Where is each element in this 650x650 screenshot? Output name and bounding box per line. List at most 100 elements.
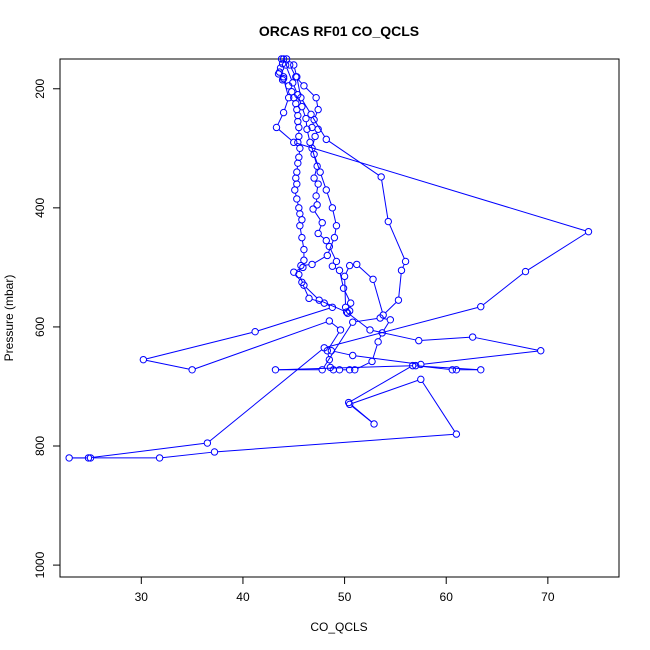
series-1-point-21 [332, 257, 341, 266]
series-0-point-30 [300, 256, 308, 264]
series-0-point-71 [84, 454, 93, 462]
series-2-segment-3 [298, 97, 302, 104]
series-0-point-72 [203, 439, 212, 447]
series-1-segment-39 [312, 116, 326, 137]
series-0-point-66 [452, 430, 461, 438]
series-1-point-13 [314, 180, 322, 188]
series-2-segment-11 [332, 210, 337, 223]
series-0-point-34 [305, 294, 313, 303]
series-2-point-12 [332, 222, 341, 230]
series-2-point-2 [289, 79, 297, 87]
x-tick-label-1: 40 [236, 590, 250, 604]
series-0-point-18 [294, 159, 302, 167]
series-1-point-29 [340, 272, 349, 281]
series-0-point-50 [374, 338, 382, 346]
series-0-point-39 [188, 366, 196, 374]
series-0-segment-64 [352, 379, 418, 404]
series-0-segment-66 [217, 433, 454, 453]
series-0-segment-27 [299, 228, 302, 235]
series-1-segment-33 [385, 302, 397, 314]
series-0-segment-73 [327, 307, 478, 348]
series-1-point-37 [384, 217, 392, 226]
x-tick-label-3: 60 [440, 590, 454, 604]
series-0-segment-52 [383, 318, 388, 320]
series-0-point-64 [345, 400, 354, 409]
x-axis: 30 40 50 60 70 [135, 577, 555, 604]
series-0-point-77 [290, 138, 298, 147]
series-0-point-3 [275, 68, 284, 76]
series-2-point-15 [308, 260, 316, 269]
series-1-segment-36 [389, 224, 405, 259]
series-1-segment-42 [294, 67, 297, 74]
series-0-segment-36 [258, 307, 330, 332]
series-2-segment-21 [373, 330, 416, 341]
series-1-point-4 [312, 94, 320, 102]
series-1-point-34 [394, 296, 403, 304]
series-1-segment-40 [302, 100, 310, 112]
series-0-point-27 [296, 222, 304, 230]
series-2-point-13 [330, 233, 339, 242]
series-2-segment-9 [320, 174, 326, 188]
y-tick-label-1: 400 [33, 198, 47, 218]
series-0 [65, 55, 593, 462]
series-2-segment-22 [421, 336, 470, 341]
series-1-point-32 [369, 275, 377, 283]
series-1-point-1 [285, 61, 294, 69]
series-1-point-30 [345, 261, 354, 270]
series-0-point-41 [336, 326, 345, 334]
x-axis-label: CO_QCLS [310, 620, 367, 634]
series-0-segment-74 [482, 273, 524, 306]
series-2-point-11 [328, 204, 337, 212]
series-2-segment-13 [328, 240, 334, 253]
series-2-segment-25 [355, 355, 418, 365]
series-2-segment-19 [321, 300, 344, 312]
series-0-segment-76 [296, 142, 586, 232]
series-0-segment-77 [278, 129, 292, 141]
series-2-segment-24 [423, 350, 538, 365]
series-1-segment-16 [314, 211, 321, 221]
series-1-point-43 [290, 61, 298, 69]
series-2-point-5 [302, 114, 310, 123]
series-0-segment-51 [383, 322, 390, 331]
series-1-point-12 [310, 174, 318, 182]
series-0-point-60 [477, 366, 485, 374]
series-1-point-23 [335, 266, 344, 275]
series-1-point-5 [314, 105, 322, 114]
series-0-point-40 [325, 317, 334, 325]
series-2-segment-2 [293, 85, 298, 92]
series-1-point-31 [353, 260, 361, 269]
series-0-point-61 [408, 361, 417, 370]
series-0-point-58 [448, 366, 457, 374]
series-0-segment-78 [277, 115, 283, 125]
series-0-point-46 [335, 366, 344, 374]
series-0-point-5 [278, 76, 287, 84]
x-tick-label-2: 50 [338, 590, 352, 604]
series-0-point-56 [271, 366, 280, 374]
series-0-point-63 [370, 420, 378, 428]
series-2-segment-17 [299, 277, 304, 283]
series-0-segment-54 [323, 324, 352, 368]
x-tick-label-0: 30 [135, 590, 149, 604]
series-1-point-8 [314, 125, 322, 133]
series-0-point-70 [65, 454, 73, 462]
y-tick-label-2: 600 [33, 317, 47, 337]
series-2-point-23 [468, 333, 477, 341]
series-0-point-22 [291, 186, 299, 194]
series-0-segment-39 [194, 321, 327, 370]
series-2-segment-12 [334, 228, 337, 235]
series-0-point-78 [272, 123, 281, 132]
series-0-point-67 [210, 448, 219, 456]
series-2-segment-18 [305, 287, 318, 299]
series-0-point-52 [386, 316, 395, 324]
series-1-segment-38 [328, 140, 379, 176]
series-1-point-3 [300, 82, 308, 90]
series-0-segment-31 [296, 268, 301, 272]
series-0-point-65 [417, 375, 425, 384]
chart-title: ORCAS RF01 CO_QCLS [259, 23, 419, 39]
series-1-segment-18 [320, 235, 325, 239]
series-0-point-81 [279, 74, 288, 83]
series-0-point-54 [349, 318, 357, 326]
plot-frame [59, 58, 620, 578]
series-0-point-82 [274, 70, 283, 78]
